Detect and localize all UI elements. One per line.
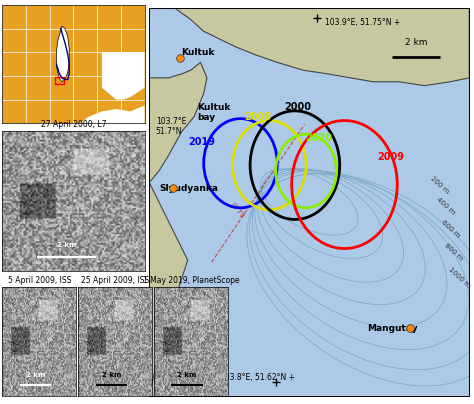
Text: 2019: 2019	[189, 137, 216, 147]
Text: Kultuk
bay: Kultuk bay	[197, 103, 231, 122]
Text: 1000 m: 1000 m	[447, 266, 471, 289]
Bar	[55, 77, 64, 84]
Polygon shape	[81, 105, 145, 123]
Text: 5 April 2009, ISS: 5 April 2009, ISS	[8, 276, 71, 285]
Text: 2 km: 2 km	[405, 38, 428, 47]
Text: 2 km: 2 km	[26, 372, 45, 379]
Text: J3 79: J3 79	[229, 201, 246, 219]
Text: 2008: 2008	[245, 112, 272, 122]
Polygon shape	[149, 183, 188, 396]
Polygon shape	[149, 8, 469, 86]
Text: 400 m: 400 m	[436, 196, 456, 216]
Text: 2009: 2009	[377, 152, 404, 162]
Text: 27 April 2000, L7: 27 April 2000, L7	[41, 120, 106, 129]
Text: 600 m: 600 m	[440, 219, 461, 239]
Text: Slyudyanka: Slyudyanka	[159, 184, 218, 193]
Text: 200 m: 200 m	[429, 175, 450, 194]
Text: 2 km: 2 km	[101, 372, 121, 379]
Text: 103.9°E, 51.75°N +: 103.9°E, 51.75°N +	[325, 18, 401, 27]
Text: 103.7°E
51.7°N: 103.7°E 51.7°N	[155, 117, 186, 136]
Text: 2000: 2000	[284, 102, 311, 112]
Polygon shape	[56, 26, 69, 82]
Text: Kultuk: Kultuk	[181, 48, 215, 57]
Text: 25 April 2009, ISS: 25 April 2009, ISS	[81, 276, 149, 285]
Polygon shape	[149, 62, 207, 183]
Text: 800 m: 800 m	[444, 243, 465, 262]
Text: 103.8°E, 51.62°N +: 103.8°E, 51.62°N +	[219, 373, 295, 382]
Text: 2 km: 2 km	[57, 242, 76, 248]
Text: 1 May 2019, PlanetScope: 1 May 2019, PlanetScope	[143, 276, 239, 285]
Text: 2 km: 2 km	[177, 372, 197, 379]
Polygon shape	[102, 52, 145, 99]
Text: 2020: 2020	[305, 133, 332, 143]
Text: Mangutay: Mangutay	[367, 324, 418, 332]
